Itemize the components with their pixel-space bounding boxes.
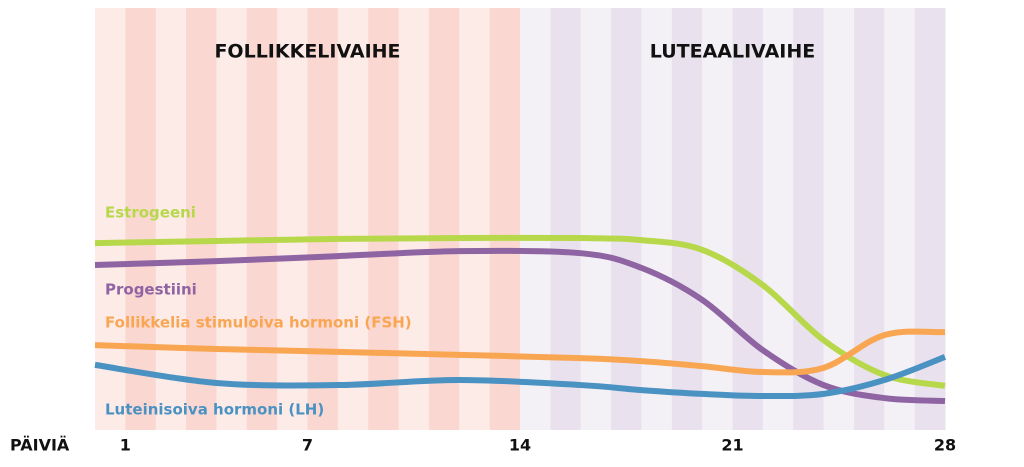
x-tick-label: 1	[120, 436, 131, 455]
legend-label: Follikkelia stimuloiva hormoni (FSH)	[105, 314, 412, 332]
stripe	[793, 8, 825, 430]
stripe	[611, 8, 642, 430]
stripe	[520, 8, 551, 430]
stripe	[398, 8, 430, 430]
stripe	[186, 8, 217, 430]
stripe	[459, 8, 491, 430]
stripe	[489, 8, 521, 430]
stripe	[550, 8, 582, 430]
stripe	[307, 8, 339, 430]
stripe	[216, 8, 248, 430]
stripe	[580, 8, 612, 430]
stripe	[641, 8, 673, 430]
hormone-line	[94, 234, 946, 389]
hormone-line	[94, 247, 946, 405]
stripe	[125, 8, 157, 430]
x-tick-label: 21	[721, 436, 743, 455]
background-stripes	[95, 8, 946, 430]
stripe	[95, 8, 126, 430]
phase-label: FOLLIKKELIVAIHE	[214, 41, 400, 63]
legend-label: Progestiini	[105, 281, 197, 299]
stripe	[428, 8, 460, 430]
stripe	[853, 8, 885, 430]
x-axis-label: PÄIVIÄ	[10, 436, 70, 455]
stripe	[277, 8, 308, 430]
hormone-line	[94, 328, 946, 376]
x-tick-label: 28	[934, 436, 956, 455]
phase-label: LUTEAALIVAIHE	[650, 41, 815, 63]
legend-label: Luteinisoiva hormoni (LH)	[105, 401, 324, 419]
lines	[94, 234, 947, 405]
stripe	[702, 8, 733, 430]
legend-label: Estrogeeni	[105, 204, 196, 222]
x-tick-label: 14	[509, 436, 531, 455]
stripe	[671, 8, 703, 430]
stripe	[884, 8, 916, 430]
stripe	[155, 8, 187, 430]
x-tick-label: 7	[302, 436, 313, 455]
stripe	[337, 8, 369, 430]
stripe	[732, 8, 764, 430]
stripe	[246, 8, 278, 430]
stripe	[368, 8, 400, 430]
hormone-line	[94, 354, 947, 400]
